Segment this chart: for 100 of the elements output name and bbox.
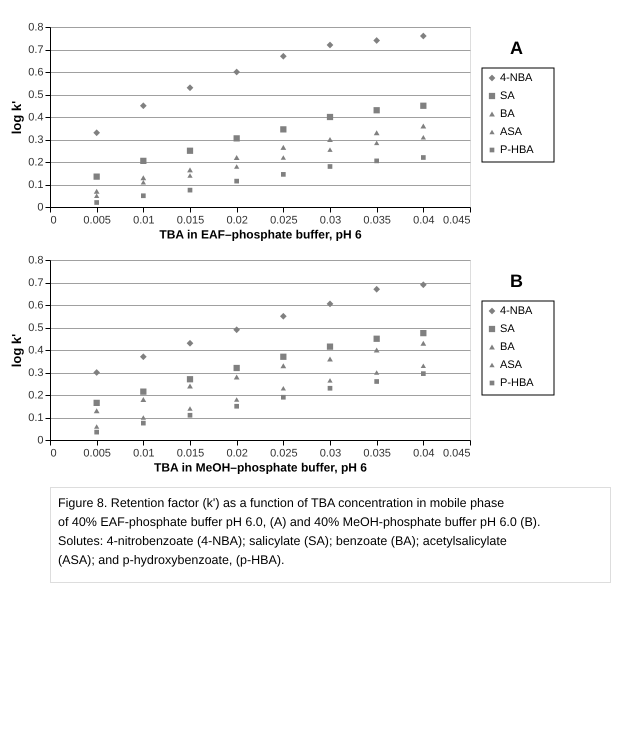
legend-label: 4-NBA xyxy=(500,72,534,84)
point xyxy=(140,158,146,164)
point xyxy=(327,356,333,362)
y-tick-label: 0.2 xyxy=(28,156,44,168)
y-tick-label: 0.4 xyxy=(28,344,44,356)
point xyxy=(140,353,147,360)
point xyxy=(420,134,426,140)
point xyxy=(188,412,192,418)
point xyxy=(140,388,146,395)
y-tick-label: 0 xyxy=(37,434,44,446)
point xyxy=(326,343,334,350)
point xyxy=(280,394,286,400)
point xyxy=(326,42,334,48)
legend-label: ASA xyxy=(500,359,523,371)
point xyxy=(140,415,146,420)
x-tick-label: 0.04 xyxy=(413,214,435,226)
x-tick-label: 0.04 xyxy=(413,448,435,460)
y-tick-label: 0.7 xyxy=(28,277,44,289)
legend-label: P-HBA xyxy=(500,377,534,389)
point xyxy=(420,155,426,160)
point xyxy=(234,164,240,169)
legend-label: BA xyxy=(500,341,516,353)
x-tick-label: 0.03 xyxy=(320,448,342,460)
point xyxy=(328,164,332,169)
point xyxy=(94,430,100,434)
x-tick-label: 0.02 xyxy=(226,214,248,226)
point xyxy=(374,107,380,114)
point xyxy=(280,52,287,60)
y-tick-label: 0.7 xyxy=(28,44,44,56)
point xyxy=(94,408,100,414)
point xyxy=(140,175,146,180)
point xyxy=(420,32,427,40)
point xyxy=(186,84,194,92)
x-tick-label: 0.015 xyxy=(176,448,204,460)
point xyxy=(280,126,286,133)
point xyxy=(140,420,146,426)
point xyxy=(93,129,100,136)
point xyxy=(233,326,240,334)
point xyxy=(373,37,380,44)
x-tick-label: 0.035 xyxy=(363,448,391,460)
x-tick-label: 0.045 xyxy=(442,448,470,460)
y-tick-label: 0.1 xyxy=(28,412,44,424)
point xyxy=(327,378,333,383)
legend-label: SA xyxy=(500,323,516,335)
point xyxy=(280,354,286,360)
point xyxy=(280,155,286,160)
point xyxy=(327,147,333,152)
point xyxy=(280,312,287,320)
legend-label: SA xyxy=(500,90,516,102)
point xyxy=(140,193,146,198)
point xyxy=(374,370,380,375)
x-axis-title: TBA in MeOH–phosphate buffer, pH 6 xyxy=(154,460,368,474)
point xyxy=(234,397,240,402)
point xyxy=(234,135,240,142)
y-axis-title: log k' xyxy=(9,100,24,134)
point xyxy=(374,140,380,146)
point xyxy=(420,363,426,368)
point xyxy=(186,340,194,347)
y-tick-label: 0.5 xyxy=(28,89,44,101)
point xyxy=(374,158,380,164)
point xyxy=(280,363,286,368)
point xyxy=(280,172,286,177)
point xyxy=(186,376,194,382)
x-tick-label: 0.02 xyxy=(226,448,248,460)
point xyxy=(94,193,100,198)
x-tick-label: 0.03 xyxy=(320,214,342,226)
x-axis-title: TBA in EAF–phosphate buffer, pH 6 xyxy=(159,228,362,242)
y-tick-label: 0.5 xyxy=(28,322,44,334)
point xyxy=(94,173,100,180)
y-tick-label: 0.6 xyxy=(28,300,44,312)
point xyxy=(140,102,147,110)
legend-label: BA xyxy=(500,108,516,120)
y-tick-label: 0.3 xyxy=(28,134,44,146)
point xyxy=(326,114,334,120)
point xyxy=(374,130,380,136)
point xyxy=(327,136,333,142)
y-tick-label: 0.8 xyxy=(28,22,44,34)
point xyxy=(187,406,193,411)
point xyxy=(188,188,192,192)
point xyxy=(233,68,240,76)
point xyxy=(94,200,100,205)
x-tick-label: 0.005 xyxy=(83,214,111,226)
x-tick-label: 0.01 xyxy=(133,214,155,226)
point xyxy=(234,364,240,372)
point xyxy=(93,369,100,376)
point xyxy=(187,173,193,178)
point xyxy=(374,336,380,342)
y-tick-label: 0.3 xyxy=(28,367,44,379)
point xyxy=(140,396,146,402)
x-tick-label: 0.025 xyxy=(270,214,298,226)
y-tick-label: 0.2 xyxy=(28,390,44,402)
point xyxy=(234,404,240,409)
x-tick-label: 0.005 xyxy=(83,448,111,460)
point xyxy=(234,374,240,380)
point xyxy=(280,386,286,391)
point xyxy=(187,167,193,172)
legend-label: 4-NBA xyxy=(500,305,534,317)
y-tick-label: 0 xyxy=(37,202,44,214)
point xyxy=(328,386,332,391)
x-tick-label: 0.015 xyxy=(176,214,204,226)
